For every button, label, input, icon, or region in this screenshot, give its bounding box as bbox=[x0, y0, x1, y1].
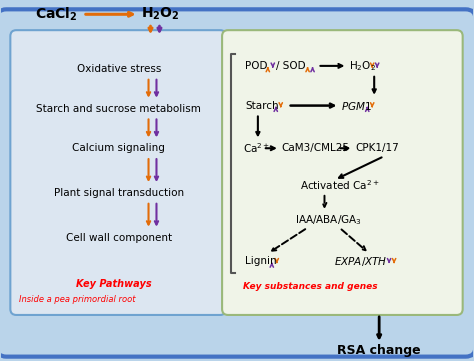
FancyBboxPatch shape bbox=[222, 30, 463, 315]
FancyBboxPatch shape bbox=[0, 9, 474, 357]
FancyBboxPatch shape bbox=[10, 30, 226, 315]
Text: Lignin: Lignin bbox=[245, 256, 276, 266]
Text: Calcium signaling: Calcium signaling bbox=[72, 143, 165, 153]
Text: / SOD: / SOD bbox=[276, 61, 305, 71]
Text: $\mathit{EXPA/XTH}$: $\mathit{EXPA/XTH}$ bbox=[335, 255, 388, 268]
Text: IAA/ABA/GA$_3$: IAA/ABA/GA$_3$ bbox=[295, 213, 362, 227]
Text: Starch: Starch bbox=[245, 101, 279, 110]
Text: Inside a pea primordial root: Inside a pea primordial root bbox=[19, 295, 136, 304]
Text: CPK1/17: CPK1/17 bbox=[356, 143, 399, 153]
Text: Starch and sucrose metabolism: Starch and sucrose metabolism bbox=[36, 104, 201, 114]
Text: Cell wall component: Cell wall component bbox=[65, 232, 172, 243]
Text: $\mathbf{CaCl_2}$: $\mathbf{CaCl_2}$ bbox=[35, 5, 77, 23]
Text: Activated Ca$^{2+}$: Activated Ca$^{2+}$ bbox=[300, 178, 379, 192]
Text: $\mathit{PGM1}$: $\mathit{PGM1}$ bbox=[341, 100, 372, 112]
Text: $\mathbf{H_2O_2}$: $\mathbf{H_2O_2}$ bbox=[141, 6, 180, 22]
Text: Plant signal transduction: Plant signal transduction bbox=[54, 188, 184, 198]
Text: RSA change: RSA change bbox=[337, 344, 421, 357]
Text: Oxidative stress: Oxidative stress bbox=[76, 64, 161, 74]
Text: POD: POD bbox=[245, 61, 267, 71]
Text: CaM3/CML25: CaM3/CML25 bbox=[282, 143, 350, 153]
Text: Key substances and genes: Key substances and genes bbox=[243, 282, 378, 291]
Text: Key Pathways: Key Pathways bbox=[76, 279, 152, 289]
Text: Ca$^{2+}$: Ca$^{2+}$ bbox=[243, 142, 270, 155]
Text: H$_2$O$_2$: H$_2$O$_2$ bbox=[349, 59, 376, 73]
